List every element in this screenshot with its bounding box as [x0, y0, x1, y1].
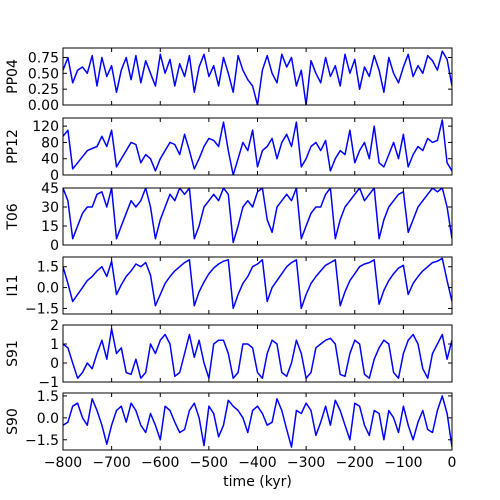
y-tick-label: 0.75: [28, 51, 59, 67]
panel-frame: [62, 187, 453, 246]
panel-frame: [62, 392, 453, 451]
y-tick-label: 45: [41, 181, 59, 197]
x-tick-label: −800: [44, 455, 82, 471]
x-tick-label: −400: [238, 455, 276, 471]
x-axis-label: time (kyr): [223, 474, 292, 490]
y-tick-label: 0.50: [28, 66, 59, 82]
y-tick-label: 0: [50, 356, 59, 372]
y-tick-label: 2: [50, 318, 59, 334]
x-tick-label: −500: [190, 455, 228, 471]
x-tick-label: −300: [287, 455, 325, 471]
x-tick-label: −200: [336, 455, 374, 471]
y-axis-label-pp04: PP04: [5, 59, 21, 94]
y-tick-label: 40: [41, 152, 59, 168]
y-tick-label: 1.5: [37, 389, 59, 405]
series-line-pp12: [63, 119, 452, 175]
y-tick-label: 0.00: [28, 98, 59, 114]
y-axis-label-i11: I11: [5, 275, 21, 297]
y-tick-label: 120: [32, 119, 59, 135]
series-line-s91: [63, 328, 452, 379]
y-tick-label: 0.0: [37, 411, 59, 427]
x-tick-label: −100: [384, 455, 422, 471]
y-axis-label-s90: S90: [5, 408, 21, 435]
panel-pp04: 0.000.250.500.75 PP04: [5, 47, 453, 114]
y-tick-label: 1.5: [37, 260, 59, 276]
y-tick-label: 0: [50, 238, 59, 254]
series-line-s90: [63, 395, 452, 448]
y-tick-label: 30: [41, 200, 59, 216]
y-tick-label: 1: [50, 337, 59, 353]
x-tick-label: −700: [92, 455, 130, 471]
y-axis-label-t06: T06: [5, 203, 21, 230]
x-tick-label: −600: [141, 455, 179, 471]
y-tick-label: −1: [38, 375, 59, 391]
y-tick-label: 15: [41, 219, 59, 235]
series-line-i11: [63, 257, 452, 310]
y-tick-label: −1.5: [25, 433, 59, 449]
panel-frame: [62, 47, 453, 106]
y-tick-label: 80: [41, 135, 59, 151]
panel-s90: −1.5 0.0 1.5 S90: [5, 389, 453, 451]
y-tick-label: −1.5: [25, 301, 59, 317]
panel-s91: −1 0 1 2 S91: [5, 318, 453, 391]
y-axis-label-pp12: PP12: [5, 129, 21, 164]
series-line-pp04: [63, 50, 452, 105]
y-tick-label: 0: [50, 168, 59, 184]
y-tick-label: 0.0: [37, 281, 59, 297]
y-tick-label: 0.25: [28, 82, 59, 98]
y-axis-label-s91: S91: [5, 340, 21, 367]
chart-panels: 0.000.250.500.75PP0404080120PP120153045T…: [5, 47, 457, 471]
x-tick-label: 0: [448, 455, 457, 471]
panel-i11: −1.5 0.0 1.5 I11: [5, 256, 453, 317]
series-line-t06: [63, 188, 452, 244]
panel-t06: 0 15 30 45 T06: [5, 181, 453, 254]
